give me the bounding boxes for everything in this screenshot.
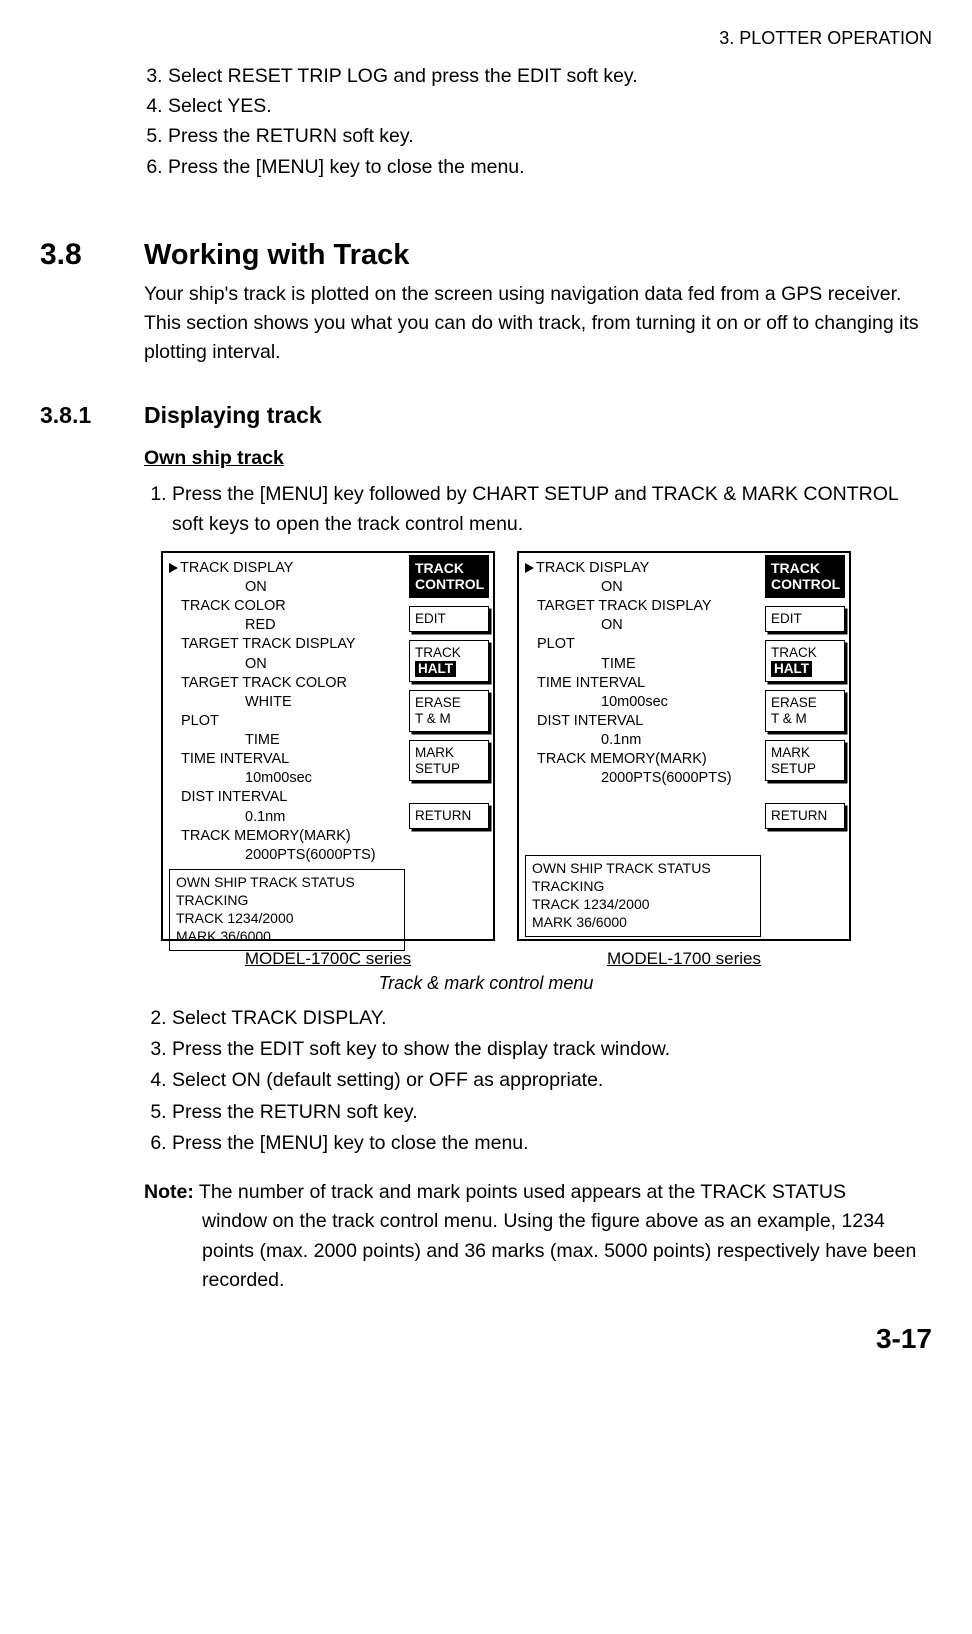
step-item: Select RESET TRIP LOG and press the EDIT… (168, 61, 932, 91)
softkey-column: TRACKCONTROL EDIT TRACKHALT ERASET & M M… (763, 553, 849, 939)
softkey-track-halt[interactable]: TRACKHALT (765, 640, 845, 682)
chapter-header: 3. PLOTTER OPERATION (40, 28, 932, 49)
note-block: Note: The number of track and mark point… (144, 1178, 932, 1295)
own-ship-heading: Own ship track (144, 447, 932, 470)
softkey-mark-setup[interactable]: MARKSETUP (765, 740, 845, 782)
note-label: Note: (144, 1181, 194, 1203)
step-item: Press the [MENU] key to close the menu. (172, 1129, 932, 1158)
menu-items: ▶TRACK DISPLAYTRACK DISPLAY ON TRACK COL… (169, 559, 405, 865)
softkey-mark-setup[interactable]: MARKSETUP (409, 740, 489, 782)
step-item: Press the [MENU] key to close the menu. (168, 152, 932, 182)
section-body: Your ship's track is plotted on the scre… (144, 280, 932, 367)
cursor-icon (525, 563, 534, 573)
step-item: Select YES. (168, 91, 932, 121)
status-box: OWN SHIP TRACK STATUS TRACKING TRACK 123… (169, 869, 405, 951)
section-title: Working with Track (144, 239, 409, 272)
cursor-icon (169, 563, 178, 573)
intro-steps: Select RESET TRIP LOG and press the EDIT… (128, 61, 932, 182)
softkey-track-halt[interactable]: TRACKHALT (409, 640, 489, 682)
step-item: Press the RETURN soft key. (168, 121, 932, 151)
procedure-list-1: Press the [MENU] key followed by CHART S… (144, 480, 932, 539)
softkey-edit[interactable]: EDIT (765, 606, 845, 632)
page-number: 3-17 (876, 1323, 932, 1355)
step-item: Press the RETURN soft key. (172, 1098, 932, 1127)
menu-items: TRACK DISPLAY ON TARGET TRACK DISPLAY ON… (525, 559, 761, 789)
step-item: Press the [MENU] key followed by CHART S… (172, 480, 932, 539)
track-control-panel-1700: TRACK DISPLAY ON TARGET TRACK DISPLAY ON… (517, 551, 851, 941)
step-item: Select ON (default setting) or OFF as ap… (172, 1066, 932, 1095)
track-control-panel-1700c: ▶TRACK DISPLAYTRACK DISPLAY ON TRACK COL… (161, 551, 495, 941)
softkey-column: TRACKCONTROL EDIT TRACKHALT ERASET & M M… (407, 553, 493, 939)
softkey-erase[interactable]: ERASET & M (409, 690, 489, 732)
panel-caption-c: MODEL-1700C series (161, 949, 495, 969)
note-body: The number of track and mark points used… (199, 1181, 846, 1203)
subsection-number: 3.8.1 (40, 402, 144, 429)
panel-caption-m: MODEL-1700 series (517, 949, 851, 969)
section-number: 3.8 (40, 238, 144, 272)
figure-area: ▶TRACK DISPLAYTRACK DISPLAY ON TRACK COL… (80, 551, 932, 969)
softkey-return[interactable]: RETURN (409, 803, 489, 829)
softkey-erase[interactable]: ERASET & M (765, 690, 845, 732)
note-body-cont: window on the track control menu. Using … (144, 1207, 932, 1295)
softkey-header: TRACKCONTROL (409, 555, 489, 598)
softkey-edit[interactable]: EDIT (409, 606, 489, 632)
procedure-list-2: Select TRACK DISPLAY. Press the EDIT sof… (144, 1004, 932, 1158)
softkey-return[interactable]: RETURN (765, 803, 845, 829)
step-item: Press the EDIT soft key to show the disp… (172, 1035, 932, 1064)
status-box: OWN SHIP TRACK STATUS TRACKING TRACK 123… (525, 855, 761, 937)
figure-caption: Track & mark control menu (40, 973, 932, 994)
step-item: Select TRACK DISPLAY. (172, 1004, 932, 1033)
subsection-title: Displaying track (144, 402, 322, 429)
softkey-header: TRACKCONTROL (765, 555, 845, 598)
